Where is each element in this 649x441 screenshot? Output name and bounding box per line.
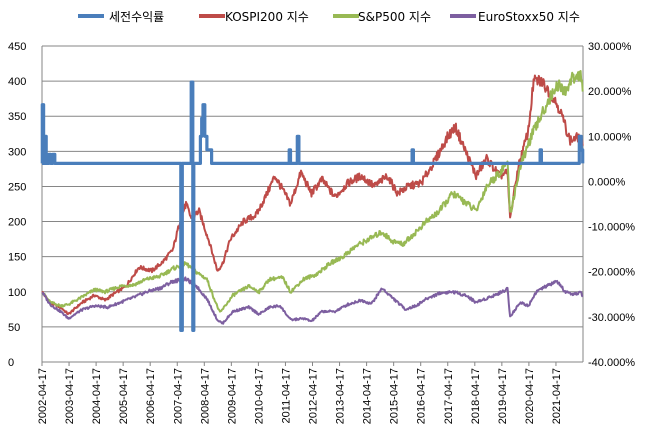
y-left-tick-label: 350: [8, 111, 26, 123]
y-right-tick-label: 20.000%: [588, 86, 632, 98]
legend-label: EuroStoxx50 지수: [478, 10, 580, 24]
y-left-tick-label: 200: [8, 217, 26, 229]
axes: 0 50 100 150 200 250 300 350 400 450 -40.000% -30.0…: [8, 41, 635, 424]
y-right-tick-label: -20.000%: [588, 267, 635, 279]
series-layer: [40, 70, 585, 332]
x-tick-label: 2007-04-17: [172, 368, 184, 424]
y-left-tick-label: 450: [8, 41, 26, 53]
x-tick-label: 2012-04-17: [308, 368, 320, 424]
legend-label: KOSPI200 지수: [225, 10, 309, 24]
y-right-tick-label: -10.000%: [588, 222, 635, 234]
x-tick-label: 2018-04-17: [470, 368, 482, 424]
x-tick-label: 2010-04-17: [253, 368, 265, 424]
y-right-tick-label: -30.000%: [588, 312, 635, 324]
series-line-3: [41, 276, 584, 325]
y-right-tick-label: 0.000%: [588, 176, 626, 188]
y-left-tick-label: 0: [8, 357, 14, 369]
x-tick-label: 2014-04-17: [362, 368, 374, 424]
plot-area: [41, 46, 584, 363]
y-right-tick-label: 10.000%: [588, 131, 632, 143]
x-tick-label: 2019-04-17: [497, 368, 509, 424]
x-tick-label: 2020-04-17: [524, 368, 536, 424]
y-left-tick-label: 300: [8, 146, 26, 158]
y-right-tick-label: -40.000%: [588, 357, 635, 369]
legend: 세전수익률 KOSPI200 지수 S&P500 지수 EuroStoxx50 지수: [78, 10, 580, 24]
legend-label: S&P500 지수: [358, 10, 431, 24]
series-line-0: [40, 80, 585, 332]
y-left-tick-label: 100: [8, 287, 26, 299]
y-right-tick-label: 30.000%: [588, 41, 632, 53]
x-tick-label: 2002-04-17: [37, 368, 49, 424]
x-tick-label: 2004-04-17: [91, 368, 103, 424]
x-tick-label: 2017-04-17: [443, 368, 455, 424]
x-tick-label: 2015-04-17: [389, 368, 401, 424]
y-left-tick-label: 50: [8, 322, 20, 334]
x-tick-label: 2013-04-17: [335, 368, 347, 424]
y-left-tick-label: 250: [8, 181, 26, 193]
x-tick-label: 2006-04-17: [145, 368, 157, 424]
x-tick-label: 2021-04-17: [551, 368, 563, 424]
x-tick-label: 2009-04-17: [226, 368, 238, 424]
series-line-1: [41, 74, 584, 316]
x-tick-label: 2003-04-17: [64, 368, 76, 424]
gridlines: [42, 45, 583, 363]
x-tick-label: 2011-04-17: [280, 368, 292, 423]
y-left-tick-label: 150: [8, 252, 26, 264]
x-tick-label: 2005-04-17: [118, 368, 130, 424]
y-left-tick-label: 400: [8, 76, 26, 88]
x-tick-label: 2008-04-17: [199, 368, 211, 424]
legend-label: 세전수익률: [109, 10, 164, 24]
series-line-2: [41, 70, 584, 313]
x-tick-label: 2016-04-17: [416, 368, 428, 424]
